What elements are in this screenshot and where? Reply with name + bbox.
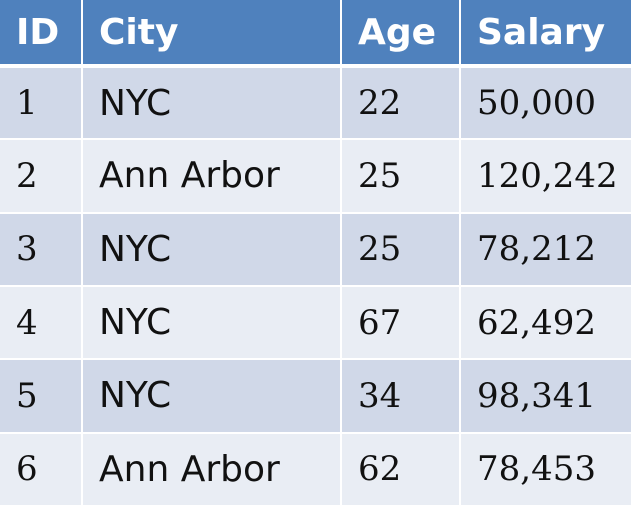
cell-salary: 78,453 [460,432,631,507]
cell-id: 1 [0,66,83,141]
cell-id: 4 [0,285,83,361]
table-row: 5 NYC 34 98,341 [0,359,631,434]
cell-age: 25 [341,139,461,214]
header-salary: Salary [460,0,631,68]
cell-salary: 120,242 [460,139,631,214]
cell-id: 6 [0,432,83,507]
cell-salary: 98,341 [460,359,631,434]
cell-age: 34 [341,359,461,434]
cell-city: NYC [82,66,342,141]
cell-salary: 78,212 [460,212,631,287]
cell-age: 62 [341,432,461,507]
cell-id: 2 [0,139,83,214]
cell-city: NYC [82,285,342,361]
cell-salary: 62,492 [460,285,631,361]
cell-age: 22 [341,66,461,141]
header-id: ID [0,0,83,68]
cell-id: 3 [0,212,83,287]
cell-age: 25 [341,212,461,287]
table-row: 6 Ann Arbor 62 78,453 [0,432,631,507]
header-city: City [82,0,342,68]
cell-city: NYC [82,359,342,434]
table-row: 1 NYC 22 50,000 [0,66,631,141]
table-row: 3 NYC 25 78,212 [0,212,631,287]
cell-city: Ann Arbor [82,432,342,507]
cell-id: 5 [0,359,83,434]
table-row: 2 Ann Arbor 25 120,242 [0,139,631,214]
cell-salary: 50,000 [460,66,631,141]
cell-city: NYC [82,212,342,287]
cell-city: Ann Arbor [82,139,342,214]
header-age: Age [341,0,461,68]
header-row: ID City Age Salary [0,0,631,68]
cell-age: 67 [341,285,461,361]
table-row: 4 NYC 67 62,492 [0,285,631,361]
